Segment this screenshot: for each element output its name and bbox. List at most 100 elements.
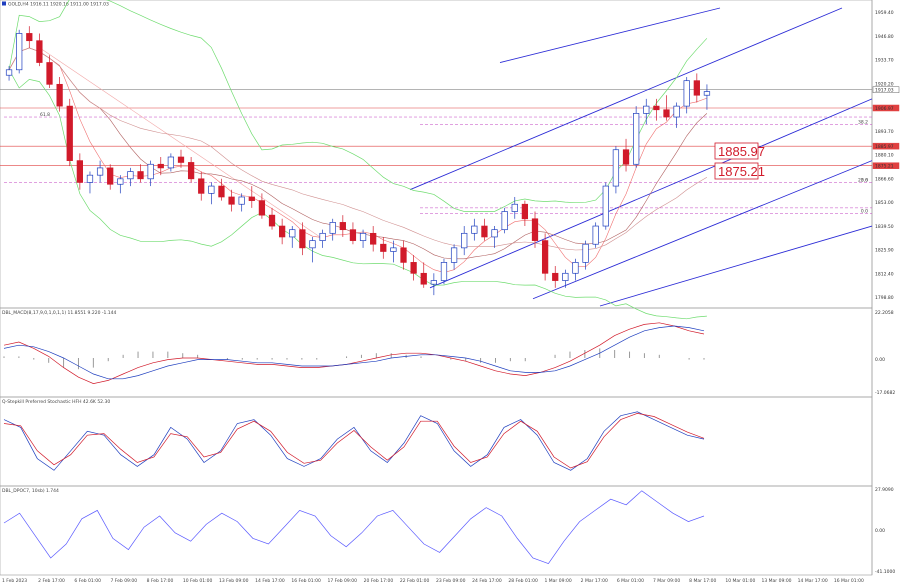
candle-body	[592, 225, 599, 245]
candle-body	[279, 225, 286, 238]
candle	[198, 171, 205, 201]
ma-slow	[8, 47, 708, 251]
candle	[319, 229, 326, 248]
channel-line	[409, 7, 843, 191]
price-tag	[872, 142, 900, 150]
candle-body	[258, 200, 266, 216]
candle-body	[622, 149, 630, 165]
candle-body	[370, 232, 377, 245]
price-tag	[872, 86, 900, 93]
y-tick-label: 1946.80	[875, 34, 894, 40]
ma-fast	[8, 47, 708, 273]
fib-label: 0.0	[861, 177, 868, 183]
candle	[602, 182, 609, 230]
x-tick-label: 6 Feb 01:00	[74, 578, 101, 584]
candle	[268, 207, 276, 230]
candle	[612, 146, 620, 194]
candle	[370, 226, 377, 252]
candle	[117, 175, 124, 194]
candle-body	[208, 185, 215, 194]
candle	[167, 153, 175, 172]
stoch-panel-frame	[0, 396, 873, 487]
candle-body	[127, 171, 134, 180]
price-tag-label: 1875.21	[875, 164, 894, 170]
candle	[683, 77, 690, 114]
bollinger-upper	[8, 0, 708, 212]
candle	[279, 218, 286, 245]
x-tick-label: 13 Mar 09:00	[762, 578, 792, 584]
candle	[228, 189, 235, 212]
candle-body	[36, 40, 43, 63]
fib-label: 23.6	[858, 177, 868, 183]
x-tick-label: 13 Feb 09:00	[219, 578, 249, 584]
candle-body	[562, 272, 569, 281]
candle-body	[238, 196, 245, 205]
macd-y-label: 0.00	[875, 357, 885, 363]
annotation-1885: 1885.97	[714, 142, 765, 160]
macd-panel-frame	[0, 307, 873, 398]
candle	[541, 233, 549, 281]
candle-body	[339, 222, 346, 231]
candle-body	[673, 105, 680, 118]
candle-body	[5, 69, 13, 76]
candle-body	[461, 232, 468, 249]
candle	[46, 55, 53, 88]
fib-label: 61.8	[40, 112, 50, 118]
candle-body	[167, 156, 175, 169]
candle	[461, 226, 468, 256]
candle	[36, 33, 43, 67]
candle	[56, 77, 63, 112]
candle-body	[380, 243, 387, 252]
candle	[329, 218, 336, 241]
candle	[450, 244, 458, 270]
candle-body	[46, 62, 53, 85]
candle	[572, 258, 579, 281]
candle	[359, 229, 367, 248]
candle-body	[349, 229, 357, 241]
candle-body	[137, 171, 144, 180]
candle-body	[501, 211, 508, 231]
x-tick-label: 28 Feb 01:00	[508, 578, 538, 584]
x-tick-label: 10 Feb 01:00	[183, 578, 213, 584]
candle	[511, 196, 518, 219]
candle-body	[107, 167, 114, 185]
fib-label: 38.2	[858, 119, 868, 125]
candle	[400, 240, 407, 270]
candle-body	[157, 163, 164, 169]
ma-mid	[8, 47, 708, 260]
x-tick-label: 22 Feb 01:00	[400, 578, 430, 584]
candle-body	[147, 163, 154, 180]
candle	[552, 266, 559, 288]
candle-body	[76, 160, 83, 183]
y-tick-label: 1920.20	[875, 81, 894, 87]
candle-body	[430, 280, 437, 285]
candle	[96, 160, 104, 183]
x-tick-label: 7 Feb 09:00	[111, 578, 138, 584]
candle-body	[86, 174, 94, 183]
candle	[491, 226, 498, 248]
y-tick-label: 1880.10	[875, 153, 894, 159]
bollinger-lower	[8, 69, 707, 320]
dpo-y-label: -41.1000	[875, 569, 895, 575]
channel-line	[532, 160, 873, 300]
x-tick-label: 16 Mar 01:00	[834, 578, 864, 584]
trend-line	[39, 47, 321, 238]
macd-line	[3, 325, 705, 380]
candle	[653, 98, 660, 121]
candle	[390, 240, 397, 263]
y-tick-label: 1839.50	[875, 224, 894, 230]
x-tick-label: 8 Mar 17:00	[689, 578, 716, 584]
candle-body	[643, 105, 650, 114]
candle	[66, 98, 73, 167]
stoch-title: Q-Stepkill Preferred Stochastic HFH 42.6…	[2, 399, 110, 405]
candle-body	[309, 240, 316, 249]
x-tick-label: 1 Mar 09:00	[545, 578, 572, 584]
x-tick-label: 16 Feb 01:00	[291, 578, 321, 584]
candle	[238, 193, 245, 212]
channel-line	[599, 225, 873, 307]
candle-body	[177, 156, 185, 163]
y-tick-label: 1933.70	[875, 58, 894, 64]
candle-body	[329, 222, 336, 234]
candle-body	[26, 33, 33, 42]
candle-body	[612, 149, 620, 187]
